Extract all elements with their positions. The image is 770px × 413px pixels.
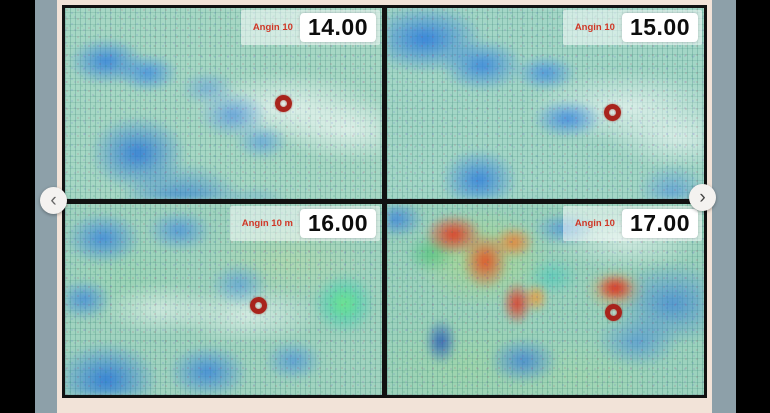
panel-label: Angin 10 14.00 bbox=[240, 10, 380, 45]
location-marker-circle bbox=[275, 95, 292, 112]
map-panel-1700: Angin 10 17.00 bbox=[387, 204, 704, 395]
param-label: Angin 10 bbox=[574, 218, 615, 229]
chevron-left-icon: ‹ bbox=[50, 190, 57, 211]
time-label: 17.00 bbox=[621, 209, 698, 238]
map-panel-1600: Angin 10 m 16.00 bbox=[65, 204, 382, 395]
chevron-right-icon: › bbox=[699, 187, 706, 208]
slide-content: Angin 10 14.00 Angin 10 15.00 bbox=[57, 0, 712, 413]
panel-label: Angin 10 m 16.00 bbox=[229, 206, 380, 241]
location-marker-circle bbox=[605, 304, 622, 321]
time-label: 16.00 bbox=[299, 209, 376, 238]
map-panel-1400: Angin 10 14.00 bbox=[65, 8, 382, 199]
location-marker-circle bbox=[250, 297, 267, 314]
location-marker-circle bbox=[604, 104, 621, 121]
panel-label: Angin 10 17.00 bbox=[562, 206, 702, 241]
right-frame-strip bbox=[712, 0, 736, 413]
time-label: 15.00 bbox=[621, 13, 698, 42]
carousel-next-button[interactable]: › bbox=[689, 184, 716, 211]
param-label: Angin 10 bbox=[252, 22, 293, 33]
param-label: Angin 10 m bbox=[241, 218, 293, 229]
time-label: 14.00 bbox=[299, 13, 376, 42]
panel-label: Angin 10 15.00 bbox=[562, 10, 702, 45]
map-panel-1500: Angin 10 15.00 bbox=[387, 8, 704, 199]
param-label: Angin 10 bbox=[574, 22, 615, 33]
carousel-prev-button[interactable]: ‹ bbox=[40, 187, 67, 214]
weather-map-grid: Angin 10 14.00 Angin 10 15.00 bbox=[62, 5, 707, 398]
